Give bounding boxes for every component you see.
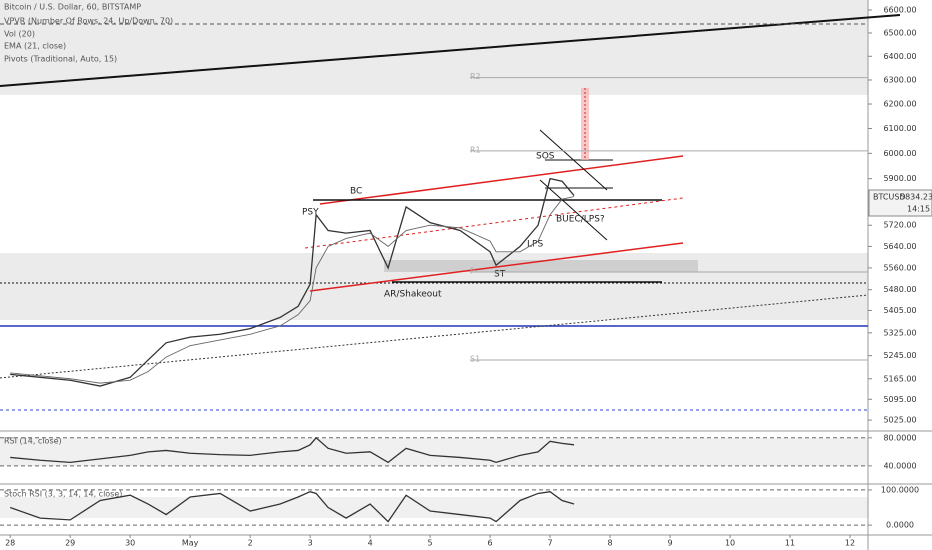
x-tick-label: 9 — [667, 539, 672, 548]
pivot-label: R1 — [470, 145, 481, 154]
y-tick-label: 5900.00 — [883, 174, 916, 183]
annotation: AR/Shakeout — [384, 290, 442, 300]
x-tick-label: 3 — [308, 539, 313, 548]
pivot-label: P — [470, 266, 475, 275]
annotation: SOS — [536, 152, 555, 162]
y-tick-label: 5095.00 — [883, 395, 916, 404]
y-tick-label: 6200.00 — [883, 100, 916, 109]
y-tick-label: 40.0000 — [883, 461, 916, 470]
legend-item: Vol (20) — [4, 30, 35, 39]
x-tick-label: 12 — [845, 539, 855, 548]
price-tag-symbol: BTCUSD — [873, 193, 906, 202]
pivot-label: R2 — [470, 72, 481, 81]
y-tick-label: 6100.00 — [883, 124, 916, 133]
x-tick-label: 30 — [125, 539, 135, 548]
series-line — [10, 177, 575, 387]
y-tick-label: 6600.00 — [883, 5, 916, 14]
annotation: BC — [350, 187, 362, 197]
x-tick-label: 6 — [488, 539, 493, 548]
channel-line — [309, 242, 684, 292]
y-tick-label: 5165.00 — [883, 374, 916, 383]
x-tick-label: 5 — [428, 539, 433, 548]
legend-item: EMA (21, close) — [4, 42, 66, 51]
y-tick-label: 5025.00 — [883, 416, 916, 425]
y-tick-label: 6500.00 — [883, 28, 916, 37]
trend-line — [0, 14, 901, 87]
y-tick-label: 6300.00 — [883, 75, 916, 84]
y-tick-label: 80.0000 — [883, 433, 916, 442]
price-tag-price: 5834.23 — [900, 193, 932, 202]
annotation: BUEC/LPS? — [556, 215, 605, 225]
legend-item: Pivots (Traditional, Auto, 15) — [4, 55, 117, 64]
price-tag — [868, 189, 932, 217]
y-tick-label: 5560.00 — [883, 263, 916, 272]
y-tick-label: 100.0000 — [881, 485, 919, 494]
annotation: ST — [494, 270, 506, 280]
pane-title: Stoch RSI (3, 3, 14, 14, close) — [4, 490, 122, 499]
x-tick-label: 29 — [65, 539, 75, 548]
x-tick-label: 11 — [785, 539, 795, 548]
legend-title: Bitcoin / U.S. Dollar, 60, BITSTAMP — [4, 3, 141, 12]
y-tick-label: 5720.00 — [883, 221, 916, 230]
y-tick-label: 5640.00 — [883, 242, 916, 251]
y-tick-label: 6400.00 — [883, 52, 916, 61]
y-tick-label: 5480.00 — [883, 285, 916, 294]
zone — [0, 0, 868, 95]
y-tick-label: 5405.00 — [883, 306, 916, 315]
x-tick-label: 10 — [725, 539, 735, 548]
x-tick-label: 2 — [248, 539, 253, 548]
y-tick-label: 5245.00 — [883, 351, 916, 360]
legend-item: VPVR (Number Of Rows, 24, Up/Down, 70) — [4, 17, 173, 26]
y-tick-label: 5325.00 — [883, 328, 916, 337]
annotation: LPS — [527, 240, 543, 250]
pane-title: RSI (14, close) — [4, 437, 62, 446]
x-tick-label: May — [182, 539, 199, 548]
price-tag-countdown: 14:15 — [907, 205, 930, 214]
y-tick-label: 0.0000 — [886, 521, 914, 530]
annotation: PSY — [302, 208, 319, 218]
x-tick-label: 4 — [368, 539, 373, 548]
pivot-label: S1 — [470, 354, 480, 363]
x-tick-label: 7 — [548, 539, 553, 548]
zone — [384, 260, 698, 272]
series-line — [9, 490, 575, 523]
x-tick-label: 28 — [5, 539, 15, 548]
zone — [0, 438, 868, 466]
channel-line — [319, 155, 684, 205]
y-tick-label: 6000.00 — [883, 149, 916, 158]
series-line — [10, 436, 575, 464]
series-line — [10, 196, 575, 384]
x-tick-label: 8 — [608, 539, 613, 548]
zone — [0, 497, 868, 518]
wedge-line — [539, 179, 608, 241]
